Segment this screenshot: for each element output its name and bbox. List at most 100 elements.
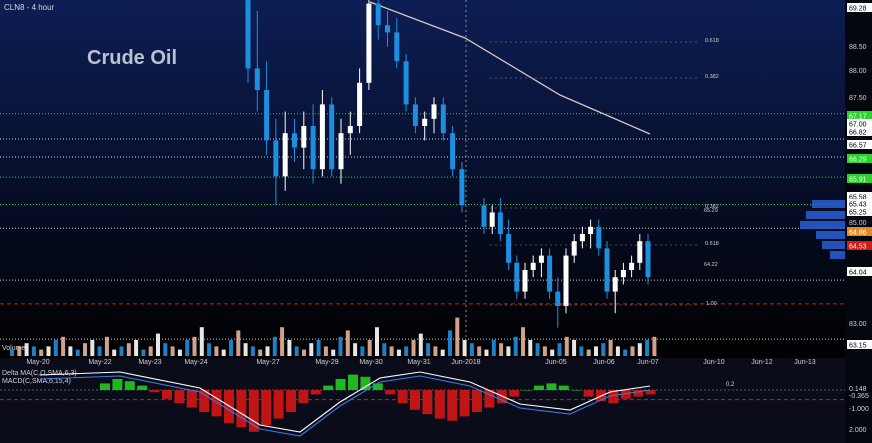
volume-bar: [367, 340, 372, 356]
macd-bar: [137, 385, 148, 390]
candle-body: [412, 104, 418, 126]
volume-bar: [623, 349, 628, 356]
volume-bar: [97, 346, 102, 356]
macd-bar: [434, 390, 445, 419]
x-tick-label: May-23: [138, 359, 161, 366]
volume-bar: [418, 333, 423, 356]
macd-bar: [248, 390, 259, 432]
volume-bar: [637, 343, 642, 356]
candle-body: [514, 262, 520, 292]
price-badge-label: 64.04: [849, 270, 867, 277]
macd-bar: [620, 390, 631, 399]
price-badge-label: 65.58: [849, 195, 867, 202]
volume-bar: [156, 333, 160, 356]
ma-line: [369, 1, 651, 135]
candle-body: [357, 82, 363, 126]
volume-bar: [608, 340, 613, 356]
volume-bar: [550, 349, 555, 356]
volume-bar: [411, 340, 416, 356]
candle-body: [459, 169, 465, 206]
candle-body: [489, 212, 495, 227]
volume-bar: [521, 327, 525, 356]
volume-bar: [192, 336, 197, 356]
volume-bar: [440, 349, 445, 356]
volume-bar: [499, 343, 504, 356]
candle-body: [292, 133, 297, 148]
signal-label: 0.2: [726, 382, 735, 388]
volume-bar: [594, 346, 598, 356]
symbol-label: CLN8 - 4 hour: [4, 3, 55, 12]
x-tick-label: May-22: [88, 359, 111, 366]
profile-bar: [806, 211, 845, 219]
volume-bar: [236, 330, 241, 356]
profile-bar: [822, 241, 845, 249]
price-badge: [847, 119, 872, 128]
volume-bar: [528, 340, 533, 356]
macd-bar: [509, 390, 520, 397]
volume-bar: [309, 343, 314, 356]
x-axis: May-20 May-22 May-23 May-24 May-27 May-29 May-…: [26, 359, 815, 366]
price-badge-label: 65.43: [849, 202, 867, 209]
volume-bar: [214, 346, 219, 356]
candle-body: [431, 104, 437, 119]
volume-bar: [185, 340, 190, 356]
volume-bar: [39, 349, 44, 356]
volume-bar: [170, 346, 175, 356]
macd-bar: [459, 390, 470, 417]
candle-body: [329, 104, 335, 170]
volume-bar: [68, 346, 73, 356]
price-badge-label: 67.00: [849, 122, 867, 129]
y-tick-label: 88.50: [849, 44, 867, 51]
candle-body: [506, 234, 512, 263]
price-badge-label: 66.29: [849, 157, 867, 164]
volume-bar: [258, 349, 263, 356]
volume-bar: [360, 346, 365, 356]
volume-bar: [177, 349, 182, 356]
volume-bar: [615, 346, 620, 356]
candle-body: [588, 226, 594, 234]
volume-bar: [353, 343, 358, 356]
candle-body: [385, 25, 390, 33]
x-tick-label: Jun-10: [703, 359, 725, 366]
candle-body: [579, 234, 585, 242]
volume-bar: [506, 346, 511, 356]
volume-bar: [396, 349, 401, 356]
candle-body: [450, 133, 456, 170]
volume-bar: [24, 343, 29, 356]
volume-bar: [294, 346, 299, 356]
macd-bar: [410, 390, 420, 410]
volume-bar: [46, 346, 51, 356]
volume-bar: [630, 346, 635, 356]
macd-tick-label: -0.365: [849, 393, 869, 400]
price-badge-label: 67.17: [849, 114, 867, 121]
price-badge-label: 69.28: [849, 6, 867, 13]
macd-tick-label: 2.000: [849, 427, 867, 434]
candle-body: [319, 104, 325, 170]
volume-bar: [199, 327, 204, 356]
volume-bar: [272, 336, 277, 356]
macd-tick-label: -1.000: [849, 406, 869, 413]
macd-bar: [335, 379, 346, 390]
candle-body: [403, 61, 409, 105]
macd-bar: [261, 390, 272, 426]
candle-body: [538, 255, 544, 263]
profile-bar: [830, 251, 845, 259]
moving-average: [369, 1, 651, 135]
macd-bar: [162, 390, 172, 399]
volume-bar: [243, 343, 248, 356]
macd-bar: [236, 390, 247, 428]
macd-bar: [472, 390, 482, 412]
macd-bar: [546, 383, 557, 390]
macd-axis: 0.148-0.365 -1.000 2.000 0.2: [726, 382, 869, 434]
volume-bar: [586, 349, 591, 356]
volume-bar: [426, 343, 431, 356]
volume-bar: [484, 349, 489, 356]
y-tick-label: 83.00: [849, 321, 867, 328]
candle-body: [555, 291, 561, 306]
macd-bar: [558, 385, 569, 390]
macd-tick-label: 0.148: [849, 386, 867, 393]
volume-bar: [382, 343, 387, 356]
macd-bar: [186, 390, 197, 408]
volume-bar: [302, 349, 306, 356]
x-tick-label: May-27: [256, 359, 279, 366]
